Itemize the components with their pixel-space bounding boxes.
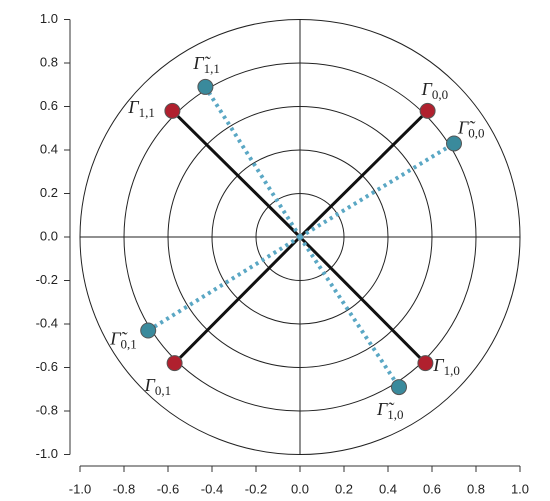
y-tick-label: -0.4 <box>36 315 58 330</box>
point <box>419 102 436 119</box>
point-label: Γ0,0 <box>421 79 449 102</box>
spoke <box>298 235 401 389</box>
spoke <box>147 235 302 333</box>
point-label: Γ1,1 <box>127 97 155 120</box>
y-tick-label: 1.0 <box>40 11 58 26</box>
label-subscript: 1,0 <box>387 407 403 422</box>
x-tick-label: -0.8 <box>113 481 135 496</box>
y-tick-label: 0.4 <box>40 141 58 156</box>
x-tick-label: -1.0 <box>69 481 91 496</box>
point <box>197 78 214 95</box>
x-tick-label: 0.2 <box>335 481 353 496</box>
point <box>417 355 434 372</box>
point <box>140 322 157 339</box>
x-tick-label: -0.4 <box>201 481 223 496</box>
label-subscript: 0,1 <box>155 383 171 398</box>
label-subscript: 1,0 <box>444 363 460 378</box>
label-subscript: 0,1 <box>120 337 136 352</box>
label-symbol: Γ <box>144 375 156 395</box>
y-tick-label: -0.2 <box>36 272 58 287</box>
spoke <box>171 109 302 239</box>
spoke <box>298 109 429 239</box>
label-subscript: 1,1 <box>204 61 220 76</box>
point-label: Γ̃1,1 <box>192 53 220 76</box>
x-tick-label: 1.0 <box>511 481 529 496</box>
label-symbol: Γ <box>127 97 139 117</box>
spoke <box>298 141 456 239</box>
spoke <box>203 85 302 239</box>
label-symbol: Γ <box>421 79 433 99</box>
spoke <box>298 235 427 365</box>
y-tick-label: 0.2 <box>40 185 58 200</box>
label-subscript: 0,0 <box>432 87 448 102</box>
point-label: Γ1,0 <box>432 355 460 378</box>
y-tick-label: 0.0 <box>40 228 58 243</box>
y-tick-label: 0.6 <box>40 98 58 113</box>
x-tick-label: 0.4 <box>379 481 397 496</box>
y-tick-label: 0.8 <box>40 54 58 69</box>
y-tick-label: -1.0 <box>36 446 58 461</box>
x-tick-label: 0.6 <box>423 481 441 496</box>
spoke <box>173 235 302 365</box>
x-tick-label: -0.6 <box>157 481 179 496</box>
label-subscript: 1,1 <box>139 105 155 120</box>
x-tick-label: -0.2 <box>245 481 267 496</box>
point-label: Γ̃0,1 <box>109 329 137 352</box>
point <box>164 102 181 119</box>
point <box>446 135 462 152</box>
point <box>166 355 183 372</box>
label-subscript: 0,0 <box>468 125 484 140</box>
point-label: Γ̃0,0 <box>457 118 485 141</box>
x-tick-label: 0.8 <box>467 481 485 496</box>
label-symbol: Γ <box>432 355 444 375</box>
y-tick-label: -0.6 <box>36 359 58 374</box>
point <box>391 379 407 396</box>
y-tick-label: -0.8 <box>36 402 58 417</box>
x-tick-label: 0.0 <box>291 481 309 496</box>
point-label: Γ0,1 <box>144 375 172 398</box>
point-label: Γ̃1,0 <box>376 399 404 422</box>
